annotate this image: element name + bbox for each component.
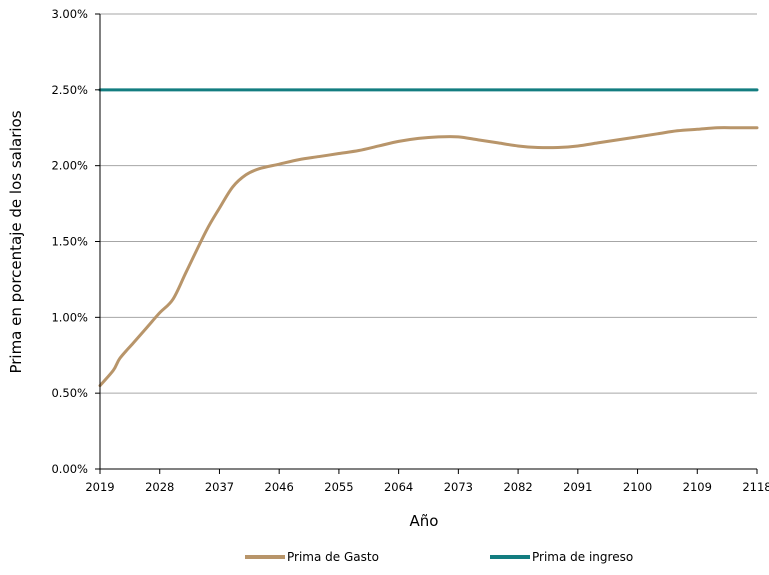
y-tick-label: 2.50%: [51, 83, 88, 97]
legend-swatch-prima-de-gasto: [245, 555, 285, 559]
y-tick-label: 3.00%: [51, 7, 88, 21]
legend-label-prima-de-gasto: Prima de Gasto: [287, 550, 379, 564]
series-layer: [98, 88, 759, 388]
y-tick-label: 0.50%: [51, 386, 88, 400]
series-line-prima-de-gasto: [98, 126, 759, 388]
x-tick-label: 2028: [145, 480, 174, 494]
x-tick-label: 2091: [563, 480, 592, 494]
legend-item-prima-de-ingreso: Prima de ingreso: [490, 550, 633, 564]
x-tick-label: 2046: [265, 480, 294, 494]
x-tick-label: 2082: [503, 480, 532, 494]
legend-item-prima-de-gasto: Prima de Gasto: [245, 550, 379, 564]
gridlines: [100, 13, 757, 394]
x-tick-label: 2037: [205, 480, 234, 494]
y-tick-label: 1.50%: [51, 235, 88, 249]
x-tick-label: 2019: [85, 480, 114, 494]
y-tick-label: 1.00%: [51, 310, 88, 324]
y-tick-label: 0.00%: [51, 462, 88, 476]
x-tick-label: 2073: [444, 480, 473, 494]
x-tick-label: 2100: [623, 480, 652, 494]
y-axis-title: Prima en porcentaje de los salarios: [7, 110, 25, 373]
line-chart: 0.00% 0.50% 1.00% 1.50% 2.00% 2.50% 3.00% 2019…: [7, 7, 769, 530]
y-tick-label: 2.00%: [51, 159, 88, 173]
x-axis-title: Año: [410, 512, 439, 530]
legend-label-prima-de-ingreso: Prima de ingreso: [532, 550, 634, 564]
x-tick-label: 2055: [324, 480, 353, 494]
legend: Prima de Gasto Prima de ingreso: [0, 550, 769, 570]
y-axis-ticks: 0.00% 0.50% 1.00% 1.50% 2.00% 2.50% 3.00%: [51, 7, 100, 476]
legend-swatch-prima-de-ingreso: [490, 555, 530, 559]
x-axis-ticks: 2019 2028 2037 2046 2055 2064 2073 2082 2091 2100…: [85, 469, 769, 494]
x-tick-label: 2064: [384, 480, 413, 494]
x-tick-label: 2109: [683, 480, 712, 494]
x-tick-label: 2118: [742, 480, 769, 494]
